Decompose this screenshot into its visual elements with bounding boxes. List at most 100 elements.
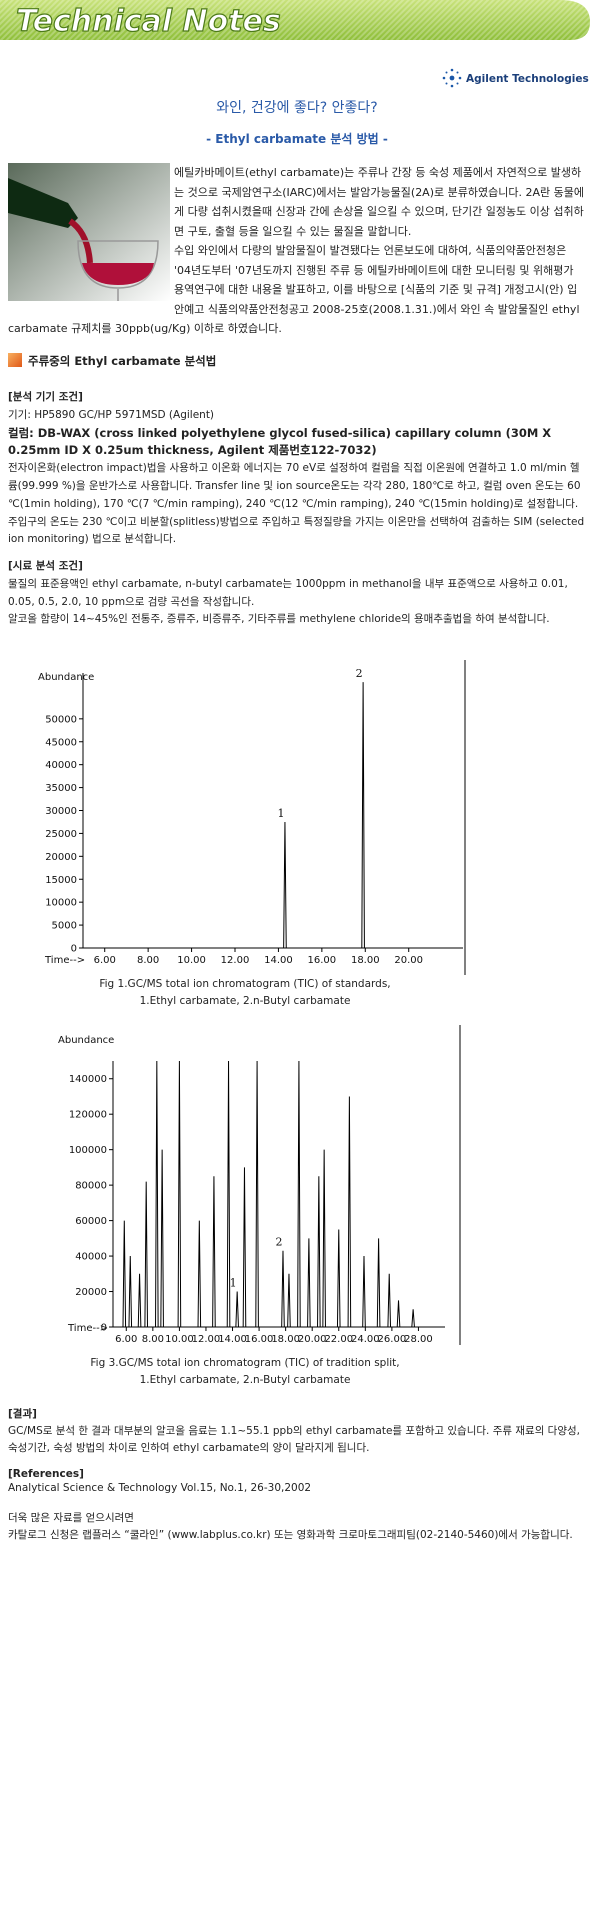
- x-tick-label: 12.00: [221, 955, 250, 966]
- peak: [411, 1309, 415, 1328]
- subheading: [References]: [8, 1468, 84, 1480]
- y-axis-label: Abundance: [38, 672, 94, 683]
- x-axis-label: Time-->: [44, 955, 85, 966]
- peak: [160, 1149, 164, 1328]
- subheading: [분석 기기 조건]: [8, 391, 83, 403]
- peak: [361, 682, 365, 949]
- y-tick-label: 0: [101, 1323, 107, 1334]
- peak: [322, 1149, 326, 1328]
- peak: [155, 1060, 159, 1328]
- logo-spark: [442, 68, 462, 88]
- y-tick-label: 25000: [45, 829, 77, 840]
- x-tick-label: 28.00: [404, 1334, 433, 1345]
- article-title: 와인, 건강에 좋다? 안좋다?: [216, 100, 378, 116]
- y-tick-label: 80000: [75, 1181, 107, 1192]
- x-tick-label: 24.00: [351, 1334, 380, 1345]
- x-tick-label: 12.00: [192, 1334, 221, 1345]
- caption-line: 1.Ethyl carbamate, 2.n-Butyl carbamate: [139, 995, 351, 1007]
- x-tick-label: 14.00: [218, 1334, 247, 1345]
- peak: [212, 1176, 216, 1328]
- method: 전자이온화(electron impact)법을 사용하고 이온화 에너지는 7…: [8, 462, 585, 546]
- y-tick-label: 120000: [69, 1110, 107, 1121]
- peak: [255, 1060, 259, 1328]
- x-tick-label: 18.00: [351, 955, 380, 966]
- peak: [396, 1300, 401, 1328]
- y-tick-label: 40000: [45, 760, 77, 771]
- x-tick-label: 18.00: [271, 1334, 300, 1345]
- y-tick-label: 60000: [75, 1216, 107, 1227]
- chromatogram: Abundance Time-->0 20000 40000 60000 80000 100…: [58, 1025, 461, 1345]
- y-tick-label: 35000: [45, 783, 77, 794]
- caption-line: Fig 3.GC/MS total ion chromatogram (TIC)…: [90, 1357, 400, 1369]
- x-tick-label: 6.00: [115, 1334, 137, 1345]
- peak: [376, 1238, 381, 1328]
- caption: Fig 1.GC/MS total ion chromatogram (TIC)…: [0, 976, 490, 1010]
- contact-line: 더욱 많은 자료를 얻으시려면: [8, 1512, 134, 1524]
- x-axis-label: Time-->: [67, 1323, 108, 1334]
- contact-line: 카탈로그 신청은 랩플러스 “쿨라인” (www.labplus.co.kr) …: [8, 1529, 573, 1541]
- caption-line: 1.Ethyl carbamate, 2.n-Butyl carbamate: [139, 1374, 351, 1386]
- x-tick-label: 8.00: [142, 1334, 164, 1345]
- instrument: [분석 기기 조건] 기기: HP5890 GC/HP 5971MSD (Agi…: [8, 389, 586, 549]
- caption-line: Fig 1.GC/MS total ion chromatogram (TIC)…: [99, 978, 391, 990]
- peak-label: 1: [277, 807, 284, 820]
- y-tick-label: 50000: [45, 714, 77, 725]
- peak: [242, 1167, 247, 1328]
- peak: [226, 1060, 231, 1328]
- x-tick-label: 26.00: [378, 1334, 407, 1345]
- x-tick-label: 8.00: [137, 955, 159, 966]
- x-tick-label: 10.00: [177, 955, 206, 966]
- results-text: GC/MS로 분석 한 결과 대부분의 알코올 음료는 1.1~55.1 ppb…: [8, 1425, 581, 1454]
- peak: [281, 1250, 285, 1328]
- y-tick-label: 20000: [45, 852, 77, 863]
- banner-title: Technical Notes: [16, 4, 281, 39]
- peak-label: 2: [275, 1236, 282, 1249]
- peak: [137, 1273, 142, 1328]
- y-axis-label: Abundance: [58, 1035, 114, 1046]
- peak: [317, 1176, 321, 1328]
- y-tick-label: 0: [71, 944, 77, 955]
- x-tick-label: 22.00: [324, 1334, 353, 1345]
- x-tick-label: 20.00: [394, 955, 423, 966]
- sample-paragraph: 알코올 함량이 14~45%인 전통주, 증류주, 비증류주, 기타주류를 me…: [8, 613, 550, 626]
- peak: [235, 1291, 239, 1328]
- peak: [177, 1060, 182, 1328]
- peak: [362, 1256, 366, 1328]
- subheading: [결과]: [8, 1408, 37, 1420]
- intro-paragraph: 에틸카바메이트(ethyl carbamate)는 주류나 간장 등 숙성 제품…: [174, 166, 584, 238]
- x-tick-label: 6.00: [94, 955, 116, 966]
- peak: [122, 1220, 127, 1328]
- peak-label: 2: [356, 667, 363, 680]
- y-tick-label: 45000: [45, 737, 77, 748]
- y-tick-label: 30000: [45, 806, 77, 817]
- peak: [283, 821, 287, 949]
- logo: Agilent Technologies: [442, 68, 589, 88]
- sample: [시료 분석 조건] 물질의 표준용액인 ethyl carbamate, n-…: [8, 558, 586, 629]
- section-title-text: 주류중의 Ethyl carbamate 분석법: [28, 354, 217, 368]
- peak: [307, 1238, 311, 1328]
- section-title: 주류중의 Ethyl carbamate 분석법: [8, 353, 586, 369]
- section-icon: [8, 353, 22, 367]
- x-tick-label: 14.00: [264, 955, 293, 966]
- subheading: [시료 분석 조건]: [8, 560, 83, 572]
- device: 기기: HP5890 GC/HP 5971MSD (Agilent): [8, 408, 215, 421]
- x-tick-label: 16.00: [308, 955, 337, 966]
- chromatogram: AbundanceTime-->050001000015000200002500…: [38, 660, 466, 975]
- peak-label: 1: [230, 1277, 237, 1290]
- y-tick-label: 40000: [75, 1252, 107, 1263]
- y-tick-label: 10000: [45, 898, 77, 909]
- y-tick-label: 5000: [52, 921, 77, 932]
- wine-image: [8, 163, 170, 301]
- y-tick-label: 100000: [69, 1145, 107, 1156]
- x-tick-label: 10.00: [165, 1334, 194, 1345]
- banner: Technical Notes: [0, 0, 590, 40]
- x-tick-label: 20.00: [298, 1334, 327, 1345]
- results: [결과] GC/MS로 분석 한 결과 대부분의 알코올 음료는 1.1~55.…: [8, 1406, 586, 1457]
- y-tick-label: 20000: [75, 1287, 107, 1298]
- peak: [128, 1256, 133, 1328]
- logo-text: Agilent Technologies: [466, 73, 589, 85]
- y-tick-label: 15000: [45, 875, 77, 886]
- contact: 더욱 많은 자료를 얻으시려면 카탈로그 신청은 랩플러스 “쿨라인” (www…: [8, 1510, 586, 1544]
- intro-paragraph: 수입 와인에서 다량의 발암물질이 발견됐다는 언론보도에 대하여, 식품의약품…: [8, 244, 580, 335]
